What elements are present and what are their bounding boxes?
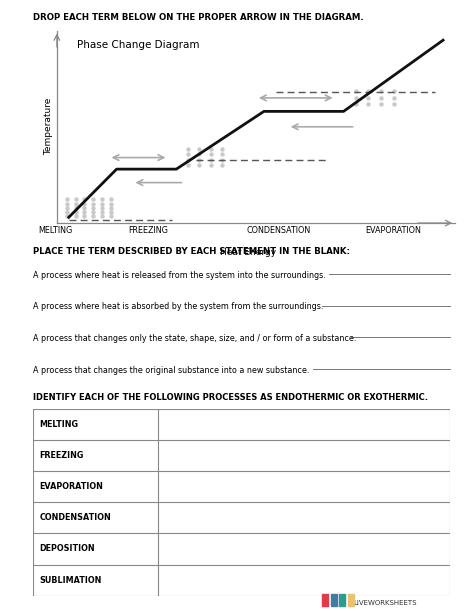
Text: A process where heat is absorbed by the system from the surroundings.: A process where heat is absorbed by the … <box>33 302 324 312</box>
Y-axis label: Temperature: Temperature <box>44 98 53 155</box>
Text: LIVEWORKSHEETS: LIVEWORKSHEETS <box>353 600 417 606</box>
Text: IDENTIFY EACH OF THE FOLLOWING PROCESSES AS ENDOTHERMIC OR EXOTHERMIC.: IDENTIFY EACH OF THE FOLLOWING PROCESSES… <box>33 393 428 403</box>
Text: DEPOSITION: DEPOSITION <box>39 544 95 554</box>
Text: MELTING: MELTING <box>38 226 72 235</box>
Text: Heat Energy: Heat Energy <box>220 248 276 257</box>
Text: MELTING: MELTING <box>39 420 78 429</box>
Text: CONDENSATION: CONDENSATION <box>39 513 111 522</box>
Text: A process that changes the original substance into a new substance.: A process that changes the original subs… <box>33 366 310 375</box>
Text: FREEZING: FREEZING <box>128 226 168 235</box>
Text: SUBLIMATION: SUBLIMATION <box>39 576 102 585</box>
Text: FREEZING: FREEZING <box>39 451 84 460</box>
Text: PLACE THE TERM DESCRIBED BY EACH STATEMENT IN THE BLANK:: PLACE THE TERM DESCRIBED BY EACH STATEME… <box>33 247 350 257</box>
Text: A process where heat is released from the system into the surroundings.: A process where heat is released from th… <box>33 271 326 280</box>
Text: CONDENSATION: CONDENSATION <box>246 226 311 235</box>
Text: EVAPORATION: EVAPORATION <box>365 226 421 235</box>
Text: DROP EACH TERM BELOW ON THE PROPER ARROW IN THE DIAGRAM.: DROP EACH TERM BELOW ON THE PROPER ARROW… <box>33 13 364 23</box>
Text: A process that changes only the state, shape, size, and / or form of a substance: A process that changes only the state, s… <box>33 334 356 343</box>
Text: EVAPORATION: EVAPORATION <box>39 482 103 491</box>
Text: Phase Change Diagram: Phase Change Diagram <box>77 40 199 50</box>
